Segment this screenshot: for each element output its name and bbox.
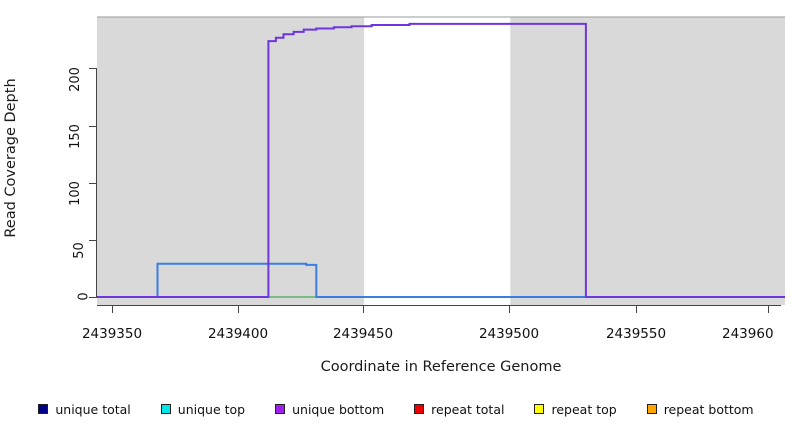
x-tick-mark-3 — [509, 306, 510, 313]
y-tick-mark-200 — [89, 68, 96, 69]
legend-swatch-icon — [275, 404, 286, 414]
y-tick-mark-100 — [89, 183, 96, 184]
x-tick-label-4: 2439550 — [605, 326, 667, 342]
x-tick-mark-5 — [768, 306, 769, 313]
legend-swatch-icon — [160, 404, 171, 414]
legend-label: repeat top — [551, 401, 617, 417]
legend-item-unique-top: unique top — [160, 401, 246, 417]
x-tick-mark-1 — [238, 306, 239, 313]
legend-swatch-icon — [646, 404, 657, 414]
y-tick-mark-0 — [89, 297, 96, 298]
trace-unique-top — [97, 262, 785, 298]
legend-swatch-icon — [38, 404, 49, 414]
legend-item-repeat-bottom: repeat bottom — [646, 401, 754, 417]
legend-label: unique bottom — [292, 401, 385, 417]
legend-label: repeat total — [431, 401, 505, 417]
y-tick-label-0: 0 — [76, 292, 92, 301]
chart-legend: unique total unique top unique bottom repea… — [0, 398, 792, 420]
x-tick-label-1: 2439400 — [207, 326, 269, 342]
shaded-region-left — [97, 17, 365, 305]
x-tick-mark-0 — [112, 306, 113, 313]
y-axis-line — [96, 68, 97, 298]
legend-item-unique-bottom: unique bottom — [275, 402, 384, 417]
legend-label: unique total — [55, 401, 131, 417]
y-tick-label-150: 150 — [68, 124, 84, 149]
legend-label: repeat bottom — [663, 401, 754, 417]
y-axis-title-text: Read Coverage Depth — [3, 77, 19, 238]
shaded-region-right — [510, 17, 785, 305]
y-axis-title: Read Coverage Depth — [0, 17, 22, 298]
legend-item-repeat-total: repeat total — [414, 402, 504, 417]
y-tick-label-100: 100 — [68, 181, 84, 206]
trace-unique-bottom — [97, 22, 785, 298]
y-tick-label-50: 50 — [72, 242, 88, 259]
x-tick-mark-2 — [363, 306, 364, 313]
x-tick-label-5: 243960 — [722, 326, 774, 342]
x-axis-title: Coordinate in Reference Genome — [320, 359, 562, 375]
x-tick-label-2: 2439450 — [332, 326, 394, 342]
legend-label: unique top — [177, 401, 246, 417]
x-tick-label-3: 2439500 — [478, 326, 540, 342]
legend-swatch-icon — [534, 404, 545, 414]
legend-swatch-icon — [414, 404, 425, 414]
x-axis-line — [97, 305, 781, 306]
y-tick-mark-150 — [89, 126, 96, 127]
legend-item-repeat-top: repeat top — [534, 401, 617, 417]
x-tick-mark-4 — [636, 306, 637, 313]
y-tick-label-200: 200 — [68, 67, 84, 92]
legend-item-unique-total: unique total — [38, 401, 131, 417]
y-tick-mark-50 — [89, 240, 96, 241]
x-tick-label-0: 2439350 — [81, 326, 143, 342]
